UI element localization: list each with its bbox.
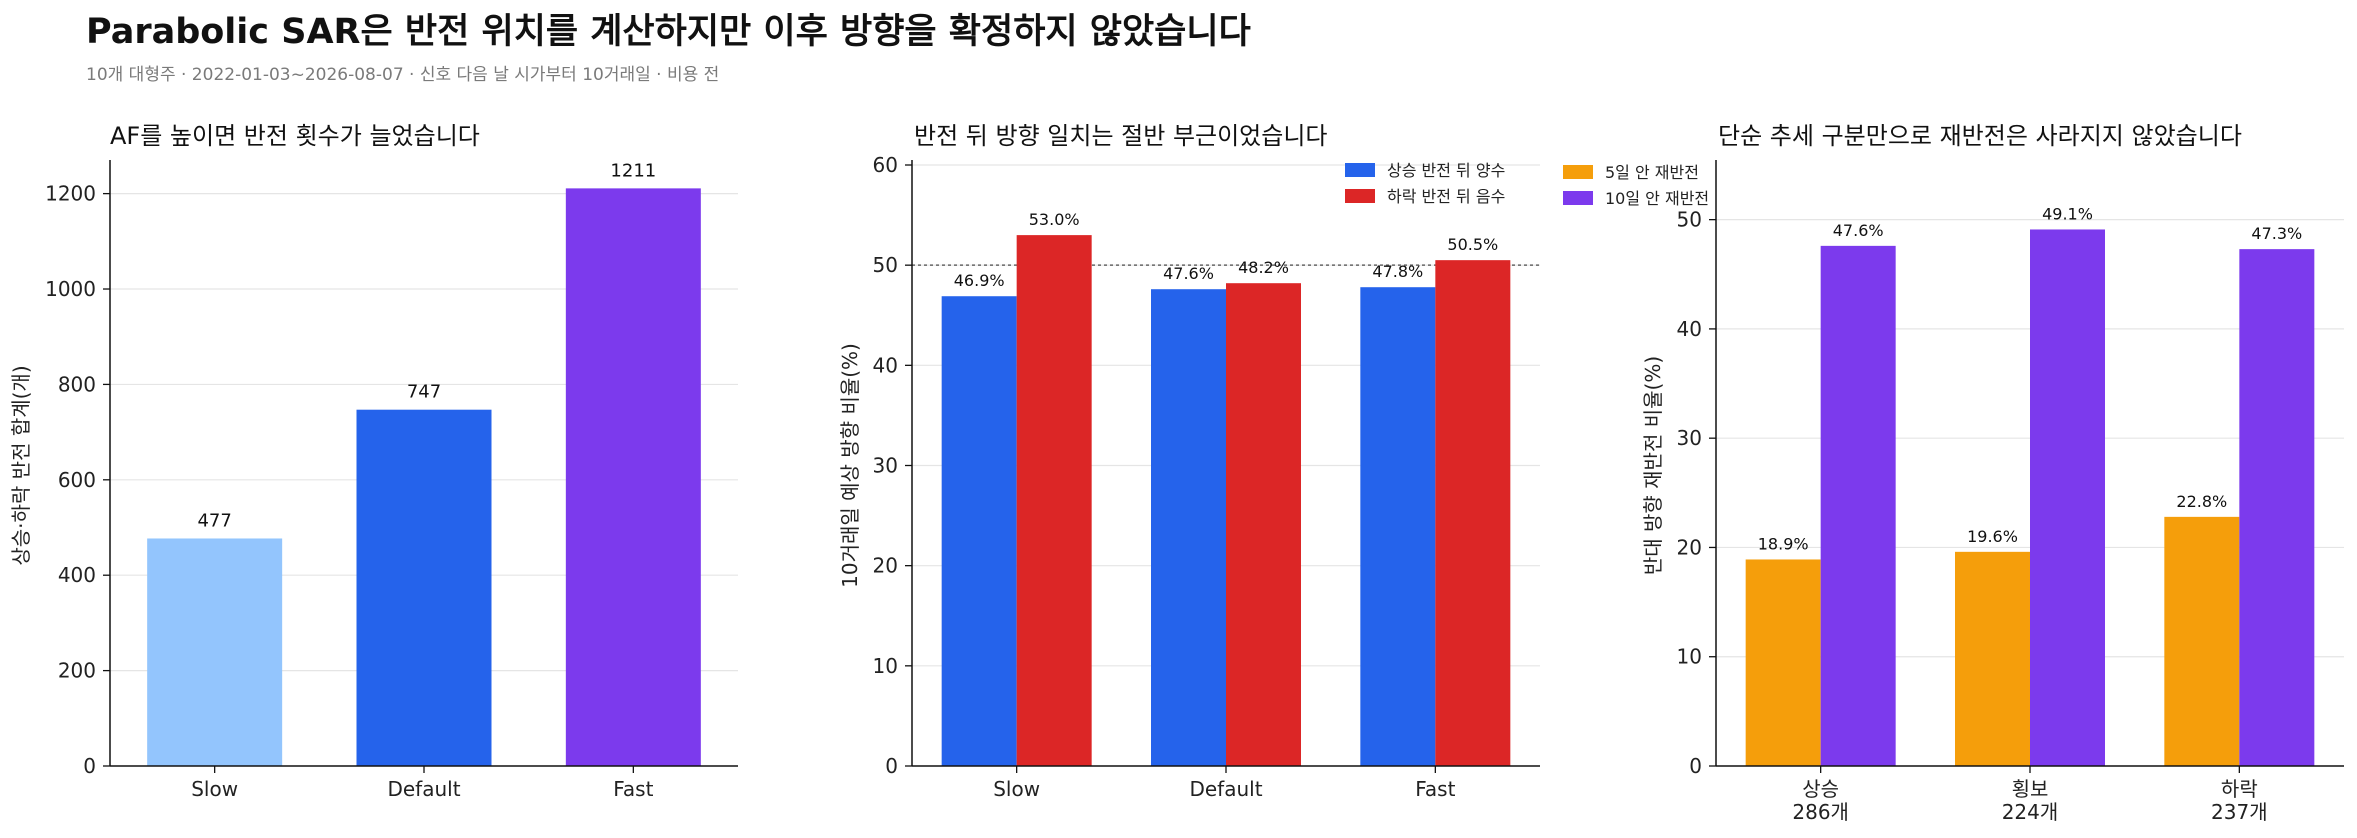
data-label: 19.6% — [1967, 527, 2018, 546]
legend-swatch — [1345, 189, 1375, 203]
data-label: 48.2% — [1238, 258, 1289, 277]
y-tick-label: 50 — [1677, 208, 1702, 232]
y-tick-label: 800 — [58, 372, 96, 396]
bar-a — [2164, 516, 2240, 766]
data-label: 18.9% — [1758, 534, 1809, 553]
bar-a — [1360, 287, 1436, 766]
bar-b — [2030, 229, 2105, 767]
chart-title: AF를 높이면 반전 횟수가 늘었습니다 — [110, 122, 480, 150]
y-tick-label: 30 — [1677, 426, 1702, 450]
chart-title: 반전 뒤 방향 일치는 절반 부근이었습니다 — [914, 122, 1328, 150]
legend-label: 5일 안 재반전 — [1605, 163, 1699, 182]
bar-b — [1820, 245, 1896, 766]
x-tick-count-label: 237개 — [2211, 800, 2268, 824]
x-tick-label: Fast — [613, 777, 653, 801]
y-tick-label: 40 — [873, 353, 898, 377]
y-tick-label: 20 — [873, 554, 898, 578]
data-label: 1211 — [610, 160, 656, 181]
x-tick-label: Slow — [191, 777, 238, 801]
data-label: 47.8% — [1372, 262, 1423, 281]
data-label: 46.9% — [954, 271, 1005, 290]
x-tick-count-label: 286개 — [1792, 800, 1849, 824]
legend-swatch — [1563, 191, 1593, 205]
legend-swatch — [1345, 163, 1375, 177]
y-tick-label: 0 — [885, 754, 898, 778]
y-tick-label: 200 — [58, 659, 96, 683]
legend-label: 상승 반전 뒤 양수 — [1387, 161, 1505, 180]
data-label: 47.6% — [1163, 264, 1214, 283]
x-tick-label: Fast — [1415, 777, 1455, 801]
bar-a — [1745, 559, 1821, 766]
x-tick-label: 횡보 — [2012, 777, 2049, 801]
y-tick-label: 30 — [873, 454, 898, 478]
data-label: 53.0% — [1029, 210, 1080, 229]
bar-a — [1955, 551, 2030, 766]
y-tick-label: 60 — [873, 153, 898, 177]
bar-b — [1226, 283, 1301, 766]
y-tick-label: 10 — [873, 654, 898, 678]
y-tick-label: 1000 — [45, 277, 96, 301]
x-tick-label: Slow — [993, 777, 1040, 801]
x-tick-label: 상승 — [1802, 777, 1839, 801]
chart-header: Parabolic SAR은 반전 위치를 계산하지만 이후 방향을 확정하지 … — [86, 8, 1251, 85]
bar — [147, 538, 283, 766]
bar-b — [1016, 235, 1092, 766]
bar-b — [1435, 260, 1511, 766]
x-tick-label: Default — [1189, 777, 1262, 801]
bar — [356, 409, 492, 766]
y-tick-label: 40 — [1677, 317, 1702, 341]
data-label: 50.5% — [1447, 235, 1498, 254]
data-label: 22.8% — [2176, 492, 2227, 511]
y-axis-label: 10거래일 예상 방향 비율(%) — [838, 343, 862, 588]
data-label: 477 — [197, 510, 231, 531]
bar-a — [941, 296, 1017, 766]
y-tick-label: 400 — [58, 563, 96, 587]
x-tick-count-label: 224개 — [2002, 800, 2059, 824]
y-tick-label: 50 — [873, 253, 898, 277]
legend-swatch — [1563, 165, 1593, 179]
data-label: 49.1% — [2042, 204, 2093, 223]
y-tick-label: 0 — [83, 754, 96, 778]
y-tick-label: 1200 — [45, 182, 96, 206]
data-label: 47.3% — [2251, 224, 2302, 243]
page-title: Parabolic SAR은 반전 위치를 계산하지만 이후 방향을 확정하지 … — [86, 12, 1251, 52]
legend-label: 하락 반전 뒤 음수 — [1387, 187, 1505, 206]
bar-a — [1151, 289, 1226, 766]
y-axis-label: 상승·하락 반전 합계(개) — [9, 365, 33, 565]
chart-title: 단순 추세 구분만으로 재반전은 사라지지 않았습니다 — [1718, 122, 2242, 150]
bar-b — [2239, 249, 2315, 766]
data-label: 747 — [407, 382, 441, 403]
legend-label: 10일 안 재반전 — [1605, 189, 1709, 208]
page-subtitle: 10개 대형주 · 2022-01-03~2026-08-07 · 신호 다음 … — [86, 65, 720, 85]
y-tick-label: 20 — [1677, 535, 1702, 559]
chart-panel-direction-match: 반전 뒤 방향 일치는 절반 부근이었습니다 10거래일 예상 방향 비율(%) 0… — [838, 122, 1540, 801]
data-label: 47.6% — [1833, 221, 1884, 240]
y-tick-label: 600 — [58, 468, 96, 492]
bar — [565, 188, 701, 767]
y-tick-label: 0 — [1689, 754, 1702, 778]
y-axis-label: 반대 방향 재반전 비율(%) — [1641, 356, 1665, 575]
x-tick-label: 하락 — [2221, 777, 2258, 801]
x-tick-label: Default — [387, 777, 460, 801]
y-tick-label: 10 — [1677, 645, 1702, 669]
